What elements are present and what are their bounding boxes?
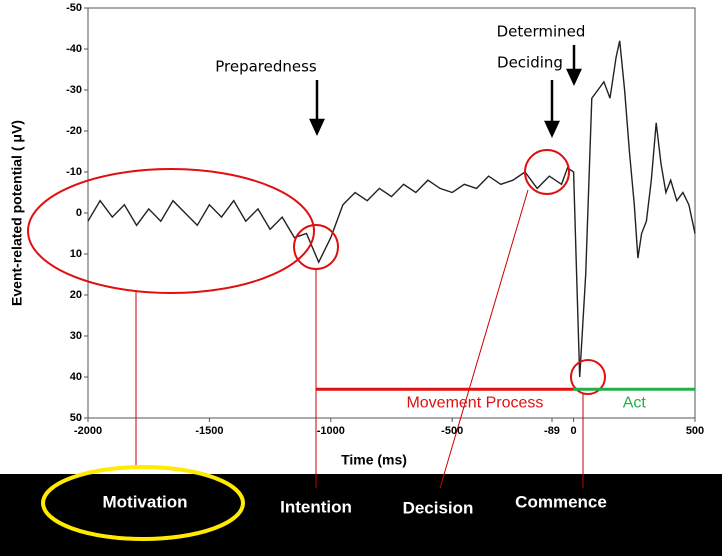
- y-axis-label: Event-related potential ( μV): [9, 120, 25, 306]
- y-tick-label: -30: [66, 84, 82, 96]
- arrows: [309, 45, 582, 138]
- y-tick-label: 50: [70, 412, 82, 424]
- phase-label: Movement Process: [406, 395, 543, 412]
- connector-lines: [135, 189, 584, 489]
- y-tick-label: 20: [70, 289, 82, 301]
- stage-label: Commence: [515, 492, 607, 511]
- motivation-ring: [41, 465, 245, 541]
- annotation: Preparedness: [215, 58, 317, 76]
- x-tick-label: -1000: [317, 425, 345, 437]
- data-line: [87, 40, 696, 378]
- plot-area: [87, 40, 696, 378]
- x-axis-label: Time (ms): [341, 452, 407, 468]
- y-tick-label: -50: [66, 2, 82, 14]
- y-tick-label: -10: [66, 166, 82, 178]
- x-tick-label: 0: [571, 425, 577, 437]
- x-tick-label: -500: [441, 425, 463, 437]
- annotation: Deciding: [497, 54, 563, 72]
- stage-label: Decision: [403, 498, 474, 517]
- y-tick-label: 40: [70, 371, 82, 383]
- y-tick-label: -40: [66, 43, 82, 55]
- x-tick-label: -1500: [195, 425, 223, 437]
- y-tick-label: 0: [76, 207, 82, 219]
- phase-label: Act: [623, 395, 647, 412]
- y-tick-label: 10: [70, 248, 82, 260]
- x-tick-label: -89: [544, 425, 560, 437]
- stage-label: Intention: [280, 497, 352, 516]
- plot-frame: [87, 7, 696, 419]
- y-tick-label: -20: [66, 125, 82, 137]
- x-tick-label: -2000: [74, 425, 102, 437]
- annotation: Determined: [497, 23, 586, 41]
- label-band: [0, 474, 722, 556]
- stage-label: Motivation: [103, 492, 188, 511]
- x-tick-label: 500: [686, 425, 704, 437]
- y-tick-label: 30: [70, 330, 82, 342]
